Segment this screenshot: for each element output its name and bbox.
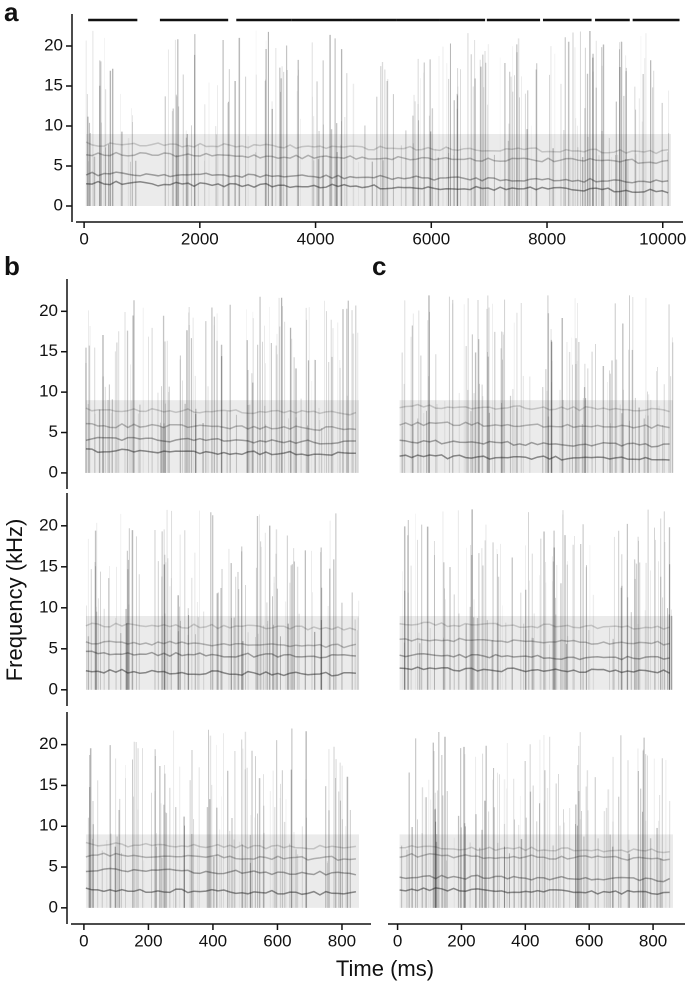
spectrogram-texture [399,732,673,908]
x-tick-label: 0 [393,931,402,950]
x-tick-label: 2000 [181,229,219,248]
harmonic-trace [399,845,670,854]
spectrogram-texture [399,509,673,690]
harmonic-trace [399,637,670,646]
harmonic-trace [85,852,356,861]
y-tick-label: 5 [49,638,58,657]
harmonic-trace [399,852,670,861]
harmonic-trace [399,621,670,630]
y-tick-label: 5 [49,422,58,441]
x-tick-label: 400 [199,931,227,950]
x-tick-label: 800 [328,931,356,950]
harmonic-trace [399,403,670,413]
noise-band [399,834,673,908]
y-tick-label: 0 [49,897,58,916]
harmonic-trace [399,666,670,674]
y-tick-label: 5 [49,857,58,876]
x-tick-label: 200 [134,931,162,950]
y-tick-label: 0 [54,195,63,214]
harmonic-trace [85,448,356,457]
harmonic-trace [399,887,670,895]
y-tick-label: 15 [39,341,58,360]
harmonic-trace [85,867,357,876]
harmonic-trace [85,650,356,659]
spectrogram-texture [85,728,359,908]
harmonic-trace [85,668,356,677]
x-axis-title: Time (ms) [336,956,434,981]
x-tick-label: 600 [263,931,291,950]
spectrogram-texture [399,295,674,473]
x-tick-label: 8000 [528,229,566,248]
harmonic-trace [85,887,357,896]
harmonic-trace [85,640,357,649]
panel-letter: c [372,251,386,281]
harmonic-trace [85,141,669,155]
harmonic-trace [85,841,357,850]
y-tick-label: 20 [39,301,58,320]
spectrogram-texture [85,296,359,473]
panel-letter: a [4,0,19,27]
y-tick-label: 20 [39,515,58,534]
y-axis-title: Frequency (kHz) [2,519,27,682]
y-tick-label: 20 [44,35,63,54]
harmonic-trace [399,439,670,448]
noise-band [399,616,673,690]
harmonic-trace [399,874,670,883]
y-tick-label: 10 [39,382,58,401]
x-tick-label: 200 [447,931,475,950]
noise-band [85,400,359,473]
x-tick-label: 0 [79,931,88,950]
x-tick-label: 0 [79,229,88,248]
harmonic-trace [85,422,356,432]
spectrogram-texture [85,30,671,206]
harmonic-trace [85,622,357,631]
harmonic-trace [399,653,670,661]
y-tick-label: 0 [49,679,58,698]
noise-band [85,616,359,690]
y-tick-label: 15 [39,556,58,575]
x-tick-label: 800 [639,931,667,950]
spectrogram-texture [85,509,360,690]
y-tick-label: 15 [39,775,58,794]
y-tick-label: 0 [49,462,58,481]
harmonic-trace [85,407,357,416]
panel-letter: b [4,251,20,281]
y-tick-label: 5 [54,155,63,174]
x-tick-label: 4000 [297,229,335,248]
harmonic-trace [399,421,670,430]
harmonic-trace [85,171,669,184]
harmonic-trace [399,454,670,461]
y-tick-label: 10 [39,597,58,616]
harmonic-trace [86,180,669,194]
harmonic-trace [85,436,356,445]
y-tick-label: 15 [44,75,63,94]
y-tick-label: 10 [44,115,63,134]
noise-band [85,834,359,908]
x-tick-label: 10000 [639,229,686,248]
x-tick-label: 600 [575,931,603,950]
x-tick-label: 6000 [412,229,450,248]
x-tick-label: 400 [511,931,539,950]
noise-band [86,134,671,206]
y-tick-label: 10 [39,816,58,835]
harmonic-trace [85,151,669,165]
y-tick-label: 20 [39,734,58,753]
noise-band [399,400,673,473]
